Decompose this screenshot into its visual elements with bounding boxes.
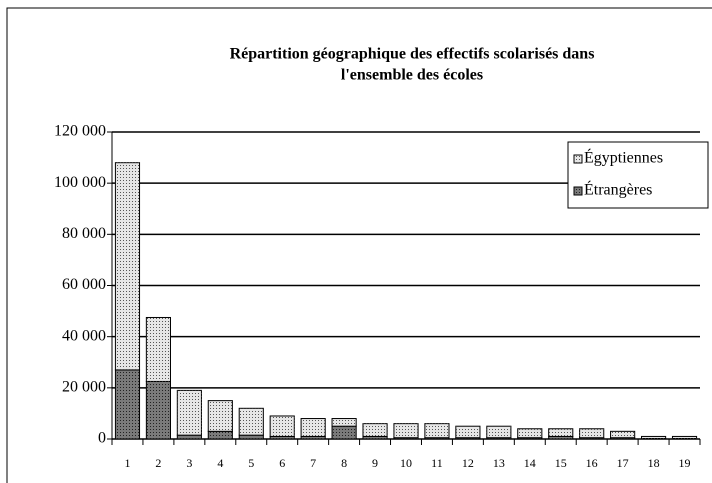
bar bbox=[238, 434, 264, 440]
bar bbox=[145, 380, 171, 440]
x-tick-label: 2 bbox=[155, 456, 161, 470]
bar bbox=[207, 430, 233, 440]
bar bbox=[455, 425, 481, 439]
legend-label: Égyptiennes bbox=[584, 148, 663, 167]
y-tick-label: 80 000 bbox=[62, 225, 106, 242]
legend-label: Étrangères bbox=[584, 180, 652, 199]
bar bbox=[486, 425, 512, 439]
chart-title: l'ensemble des écoles bbox=[341, 67, 483, 84]
bar bbox=[145, 316, 171, 382]
bar bbox=[176, 434, 202, 440]
x-tick-label: 10 bbox=[400, 456, 412, 470]
x-tick-label: 9 bbox=[372, 456, 378, 470]
x-tick-label: 11 bbox=[431, 456, 443, 470]
y-tick-label: 120 000 bbox=[54, 123, 106, 140]
legend-swatch-texture bbox=[574, 187, 582, 195]
x-tick-label: 13 bbox=[493, 456, 505, 470]
bar bbox=[331, 418, 357, 427]
bar bbox=[548, 428, 574, 437]
y-tick-label: 40 000 bbox=[62, 327, 106, 344]
bar bbox=[238, 407, 264, 436]
y-tick-label: 60 000 bbox=[62, 276, 106, 293]
y-tick-label: 0 bbox=[98, 430, 106, 447]
x-tick-label: 14 bbox=[524, 456, 536, 470]
x-tick-label: 16 bbox=[586, 456, 598, 470]
bar bbox=[114, 369, 141, 440]
bar bbox=[393, 423, 419, 439]
bar bbox=[176, 389, 202, 436]
bar bbox=[579, 428, 605, 439]
x-tick-label: 15 bbox=[555, 456, 567, 470]
legend-box bbox=[567, 141, 709, 209]
x-tick-label: 12 bbox=[462, 456, 474, 470]
x-tick-label: 19 bbox=[679, 456, 691, 470]
bar bbox=[641, 435, 667, 439]
x-tick-label: 1 bbox=[124, 456, 130, 470]
bar bbox=[362, 423, 388, 437]
bar bbox=[671, 435, 698, 439]
y-tick-label: 20 000 bbox=[62, 379, 106, 396]
x-tick-label: 6 bbox=[279, 456, 285, 470]
x-tick-label: 4 bbox=[217, 456, 223, 470]
bar bbox=[114, 162, 141, 371]
y-tick-label: 100 000 bbox=[54, 174, 106, 191]
x-tick-label: 18 bbox=[648, 456, 660, 470]
bar bbox=[207, 400, 233, 432]
x-tick-label: 5 bbox=[248, 456, 254, 470]
legend-swatch-texture bbox=[574, 155, 582, 163]
bar bbox=[610, 430, 636, 439]
x-tick-label: 3 bbox=[186, 456, 192, 470]
x-tick-label: 17 bbox=[617, 456, 629, 470]
x-tick-label: 7 bbox=[310, 456, 316, 470]
bar bbox=[331, 425, 357, 440]
chart-title: Répartition géographique des effectifs s… bbox=[230, 46, 595, 63]
bar bbox=[424, 423, 450, 439]
x-tick-label: 8 bbox=[341, 456, 347, 470]
bar bbox=[269, 415, 295, 437]
bar bbox=[517, 428, 543, 439]
bar bbox=[300, 418, 326, 437]
